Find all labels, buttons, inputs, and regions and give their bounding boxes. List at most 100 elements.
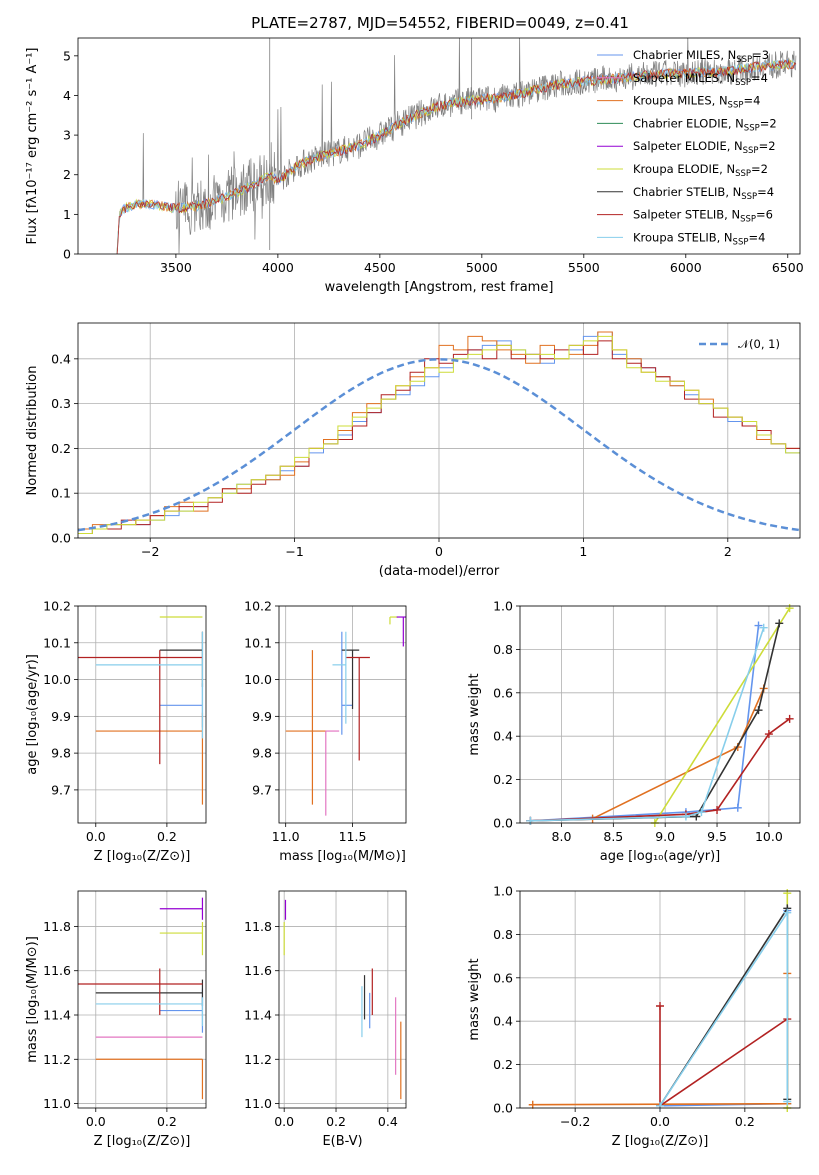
x-tick-label: 9.0 — [655, 829, 675, 844]
x-tick-label: 11.5 — [339, 829, 367, 844]
y-tick-label: 0 — [63, 247, 71, 262]
hist-legend-label: 𝒩(0, 1) — [738, 337, 780, 351]
x-tick-label: 0.0 — [650, 1114, 670, 1129]
weight-point-marker — [785, 714, 794, 723]
x-tick-label: 11.0 — [272, 829, 300, 844]
x-tick-label: 5500 — [568, 260, 600, 275]
z-vs-age-axes: 0.0 0.2 9.7 9.8 9.9 10.0 10.1 10.2 Z [log₁₀(Z/Z⊙… — [25, 599, 206, 864]
y-tick-label: 0.2 — [493, 772, 513, 787]
model-spectrum-line — [116, 59, 797, 254]
ebv-vs-mass-plot-area — [283, 899, 402, 1100]
y-tick-label: 9.7 — [252, 782, 272, 797]
x-tick-label: 2 — [724, 544, 732, 559]
spectrum-axes: 3500 4000 4500 5000 5500 6000 6500 0 1 2 3 4 5 wavele… — [25, 48, 804, 296]
x-axis-label: Z [log₁₀(Z/Z⊙)] — [94, 1134, 191, 1149]
weight-series-line — [530, 623, 781, 822]
y-tick-label: 10.0 — [43, 672, 71, 687]
y-tick-label: 0.6 — [493, 685, 513, 700]
y-tick-label: 0.4 — [51, 351, 71, 366]
figure-title: PLATE=2787, MJD=54552, FIBERID=0049, z=0… — [251, 14, 629, 32]
y-tick-label: 1.0 — [493, 884, 513, 899]
y-tick-label: 0.0 — [51, 531, 71, 546]
histogram-series — [78, 335, 800, 534]
legend-label: Salpeter MILES, NSSP=4 — [633, 71, 768, 88]
z-mass-weight-plot-area — [528, 889, 792, 1112]
x-tick-label: 0.2 — [157, 829, 177, 844]
age-mass-weight-frame — [519, 605, 801, 824]
z-mass-weight-axes: −0.2 0.0 0.2 0.0 0.2 0.4 0.6 0.8 1.0 Z [log₁₀(Z/Z… — [467, 884, 800, 1149]
weight-point-marker — [783, 1097, 792, 1106]
model-spectrum-line — [116, 59, 796, 254]
x-axis-label: wavelength [Angstrom, rest frame] — [325, 280, 554, 295]
y-tick-label: 11.6 — [43, 963, 71, 978]
y-axis-label: mass weight — [467, 958, 482, 1040]
y-tick-label: 11.4 — [43, 1008, 71, 1023]
x-tick-label: 0.2 — [735, 1114, 755, 1129]
x-tick-label: 4500 — [364, 260, 396, 275]
y-tick-label: 11.2 — [43, 1052, 71, 1067]
x-tick-label: −0.2 — [560, 1114, 590, 1129]
legend-label: Chabrier STELIB, NSSP=4 — [633, 185, 774, 202]
y-axis-label: mass weight — [467, 673, 482, 755]
y-tick-label: 9.9 — [252, 709, 272, 724]
y-tick-label: 0.2 — [493, 1057, 513, 1072]
mass-vs-age-axes: 11.0 11.5 9.7 9.8 9.9 10.0 10.1 10.2 mass [log₁₀… — [244, 599, 406, 864]
model-spectrum-line — [116, 59, 797, 254]
x-tick-label: 1 — [579, 544, 587, 559]
legend-label: Kroupa MILES, NSSP=4 — [633, 94, 760, 111]
y-tick-label: 11.0 — [244, 1096, 272, 1111]
y-tick-label: 1 — [63, 207, 71, 222]
legend-label: Salpeter STELIB, NSSP=6 — [633, 208, 773, 225]
legend-label: Kroupa STELIB, NSSP=4 — [633, 230, 765, 247]
y-tick-label: 0.4 — [493, 1014, 513, 1029]
y-tick-label: 10.2 — [244, 599, 272, 614]
age-mass-weight-axes: 8.0 8.5 9.0 9.5 10.0 0.0 0.2 0.4 0.6 0.8 1.0 age [l… — [467, 599, 800, 864]
y-tick-label: 10.0 — [244, 672, 272, 687]
weight-point-marker — [754, 621, 763, 630]
z-vs-mass-frame — [77, 890, 207, 1109]
y-tick-label: 9.8 — [252, 746, 272, 761]
x-axis-label: age [log₁₀(age/yr)] — [600, 849, 721, 864]
x-tick-label: 10.0 — [755, 829, 783, 844]
x-tick-label: 0.2 — [326, 1114, 346, 1129]
x-tick-label: 0.0 — [274, 1114, 294, 1129]
residual-hist-frame — [77, 322, 801, 539]
y-tick-label: 1.0 — [493, 599, 513, 614]
weight-point-marker — [785, 604, 794, 613]
z-vs-age-frame — [77, 605, 207, 824]
x-axis-label: Z [log₁₀(Z/Z⊙)] — [94, 849, 191, 864]
y-tick-label: 0.2 — [51, 441, 71, 456]
hist-legend: 𝒩(0, 1) — [699, 337, 780, 351]
y-tick-label: 11.0 — [43, 1096, 71, 1111]
weight-series-line — [530, 627, 765, 822]
x-tick-label: −2 — [141, 544, 159, 559]
weight-point-marker — [656, 1002, 664, 1011]
z-vs-mass-plot-area — [78, 897, 204, 1100]
x-axis-label: E(B-V) — [322, 1134, 362, 1149]
y-axis-label: age [log₁₀(age/yr)] — [25, 654, 40, 775]
x-tick-label: 0.4 — [378, 1114, 398, 1129]
weight-point-marker — [754, 706, 763, 715]
x-tick-label: 3500 — [160, 260, 192, 275]
x-tick-label: 9.5 — [707, 829, 727, 844]
y-tick-label: 9.9 — [51, 709, 71, 724]
y-axis-label: Flux [fλ10⁻¹⁷ erg cm⁻² s⁻¹ A⁻¹] — [25, 48, 40, 245]
y-tick-label: 10.2 — [43, 599, 71, 614]
y-axis-label: mass [log₁₀(M/M⊙)] — [25, 936, 40, 1063]
weight-point-marker — [775, 619, 784, 628]
weight-point-marker — [713, 805, 722, 814]
x-axis-label: mass [log₁₀(M/M⊙)] — [279, 849, 406, 864]
x-tick-label: 6000 — [670, 260, 702, 275]
x-tick-label: 5000 — [466, 260, 498, 275]
x-tick-label: 4000 — [262, 260, 294, 275]
y-tick-label: 0.1 — [51, 486, 71, 501]
y-tick-label: 0.8 — [493, 927, 513, 942]
ebv-vs-mass-frame — [278, 890, 407, 1109]
y-tick-label: 0.0 — [493, 816, 513, 831]
y-tick-label: 5 — [63, 48, 71, 63]
x-tick-label: −1 — [285, 544, 303, 559]
weight-point-marker — [764, 730, 773, 739]
y-tick-label: 0.6 — [493, 970, 513, 985]
y-tick-label: 9.8 — [51, 746, 71, 761]
weight-point-marker — [656, 1101, 664, 1110]
